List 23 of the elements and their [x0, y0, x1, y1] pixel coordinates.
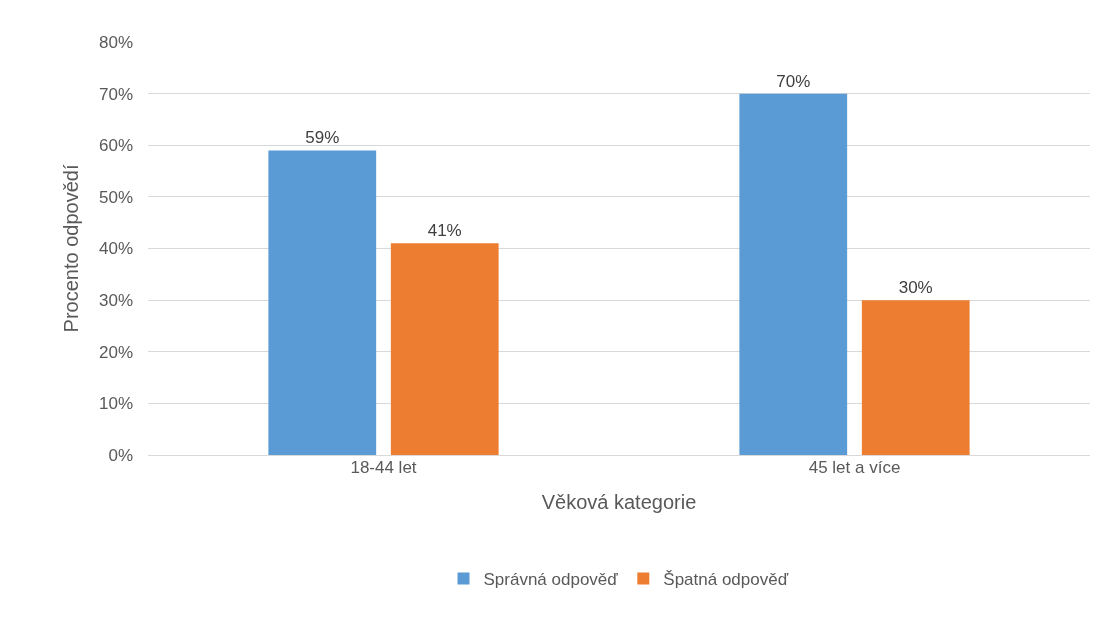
y-tick-label: 70% [98, 84, 133, 104]
y-tick-label: 80% [98, 32, 133, 52]
y-tick-label: 30% [98, 291, 133, 311]
legend-label: Špatná odpověď [663, 570, 789, 590]
bar [268, 150, 377, 455]
data-label: 41% [427, 221, 462, 241]
data-label: 30% [898, 278, 933, 298]
x-tick-label: 45 let a více [808, 458, 901, 477]
bar [739, 93, 848, 455]
y-tick-label: 20% [98, 342, 133, 362]
legend-label: Správná odpověď [483, 570, 619, 590]
y-tick-label: 10% [98, 394, 133, 414]
y-tick-label: 60% [98, 136, 133, 156]
data-label: 59% [305, 128, 340, 148]
bar [390, 243, 499, 455]
y-axis-title: Procento odpovědí [60, 164, 83, 333]
data-label: 70% [776, 71, 811, 91]
y-tick-label: 40% [98, 239, 133, 259]
x-tick-label: 18-44 let [350, 458, 417, 477]
y-tick-label: 50% [98, 187, 133, 207]
x-axis-title: Věková kategorie [541, 490, 697, 513]
y-tick-label: 0% [108, 445, 133, 465]
bar [861, 300, 970, 455]
